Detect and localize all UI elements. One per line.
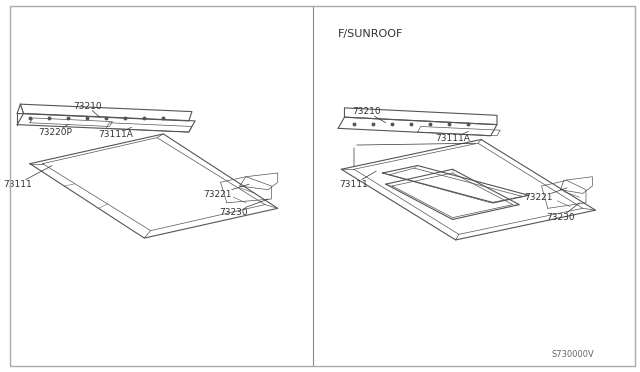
- Text: S730000V: S730000V: [551, 350, 594, 359]
- Text: 73230: 73230: [547, 203, 580, 222]
- Text: 73111: 73111: [3, 166, 52, 189]
- Text: 73111: 73111: [340, 171, 376, 189]
- Text: 73111A: 73111A: [435, 131, 470, 143]
- Text: F/SUNROOF: F/SUNROOF: [338, 29, 403, 39]
- Text: 73111A: 73111A: [98, 127, 133, 139]
- Text: 73221: 73221: [203, 184, 249, 199]
- Text: 73210: 73210: [353, 107, 386, 123]
- Text: 73220P: 73220P: [38, 125, 72, 137]
- Text: 73210: 73210: [73, 102, 101, 117]
- Text: 73221: 73221: [524, 188, 567, 202]
- Text: 73230: 73230: [219, 199, 268, 217]
